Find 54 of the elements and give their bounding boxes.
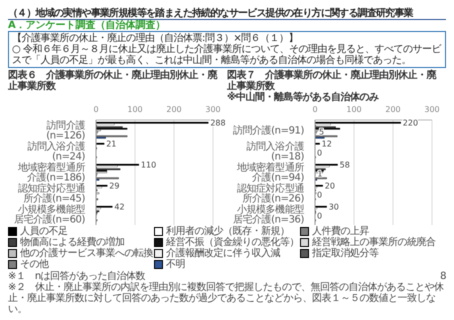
legend-label: 介護報酬改定に伴う収入減 [166,248,280,259]
data-label: 21 [106,139,116,148]
x-tick-label: 100 [127,105,143,114]
data-label: 58 [340,160,350,170]
data-label: 0 [317,190,322,200]
data-label: 29 [109,181,120,190]
x-tick-label: 300 [205,105,221,114]
y-tick-label: 訪問介護(n=126) [46,119,86,141]
legend-label: 他の介護サービス事業への転換 [20,248,153,259]
data-label: 30 [328,202,339,212]
x-tick-label: 0 [93,105,99,114]
legend-label: 人件費の上昇 [312,226,369,237]
legend-label: 物価高による経費の増加 [20,237,124,248]
x-tick-label: 300 [424,105,440,114]
y-tick-label: 地域密着型通所介護(n=186) [16,161,86,183]
legend-label: 利用者の減少（既存・新規） [166,226,290,237]
legend-label: 人員の不足 [20,226,68,237]
data-label: 12 [322,139,332,148]
x-tick-label: 200 [385,105,401,114]
y-tick-label: 訪問入浴介護(n=18) [246,140,304,162]
legend-label: 経営戦略上の事業所の統廃合 [312,237,436,248]
legend-label: 指定取消処分等 [312,248,378,259]
y-tick-label: 訪問入浴介護(n=24) [27,140,86,162]
y-tick-label: 小規模多機能型居宅介護(n=36) [232,203,304,225]
y-tick-label: 訪問介護(n=91) [232,124,304,136]
y-tick-label: 認知症対応型通所介護(n=45) [18,182,86,204]
chart-subtitle: ※中山間・離島等がある自治体のみ [227,92,379,103]
legend-label: 不明 [166,259,185,270]
chart-title: 図表６ 介護事業所の休止・廃止理由別休止・廃止事業所数 [8,70,217,92]
legend-label: 経営不振（資金繰りの悪化等） [166,237,299,248]
text: 8 [440,271,446,282]
text: A．アンケート調査（自治体調査） [8,20,166,31]
data-label: 110 [140,160,156,170]
chart-title: 図表７ 介護事業所の休止・廃止理由別休止・廃止事業所数 [227,70,436,92]
x-tick-label: 200 [166,105,182,114]
y-tick-label: 小規模多機能型居宅介護(n=60) [14,203,86,225]
text: ※１ nは回答があった自治体数 [8,271,146,282]
data-label: 0 [317,148,322,158]
legend-label: その他 [20,259,48,270]
y-tick-label: 認知症対応型通所介護(n=26) [236,182,304,204]
data-label: 20 [324,181,335,190]
data-label: 42 [114,202,125,212]
text: ※２ 休止・廃止事業所の内訳を理由別に複数回答で把握したもので、無回答の自治体があることや休止・廃止事業所数に対して回答のあった数が過少であることなどから、図表１～５の数値と一致しない。 [8,282,444,315]
data-label: 220 [402,118,418,128]
text: 【介護事業所の休止・廃止の理由（自治体票:問３）×問６（１）】 [12,33,298,44]
text: ○ 令和６年６月～８月に休止又は廃止した介護事業所について、その理由を見ると、すべてのサービスで「人員の不足」が最も高く、これは中山間・離島等がある自治体の場合も同様であった。 [12,44,441,66]
data-label: 288 [210,118,226,128]
x-tick-label: 100 [346,105,362,114]
data-label: 5 [318,127,324,136]
data-label: 0 [317,211,322,220]
x-tick-label: 0 [312,105,318,114]
y-tick-label: 地域密着型通所介護(n=94) [236,161,304,183]
data-label: 1 [317,169,322,178]
text: （４）地域の実情や事業所規模等を踏まえた持続的なサービス提供の在り方に関する調査研究事業 [8,8,413,19]
